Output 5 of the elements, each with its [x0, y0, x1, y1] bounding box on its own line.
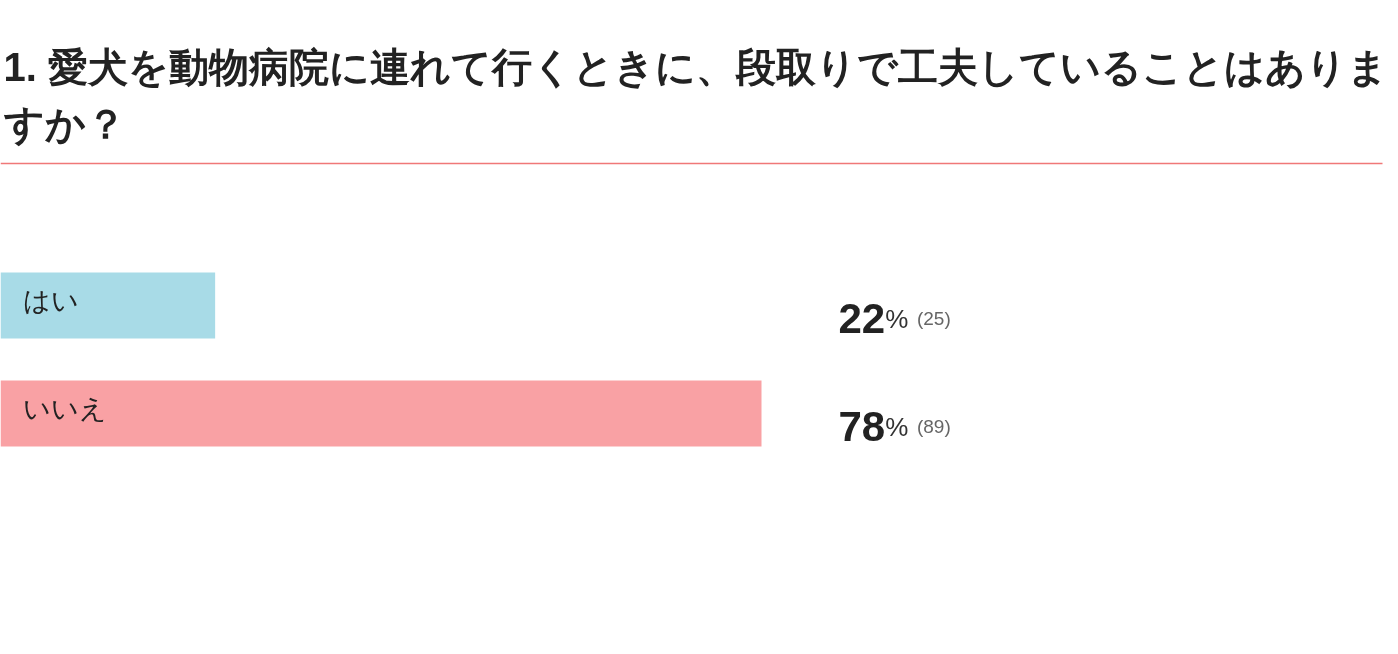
- chart-title: 1. 愛犬を動物病院に連れて行くときに、段取りで工夫していることはありますか？: [2, 44, 1388, 147]
- y-tick-label: はい: [22, 285, 79, 316]
- y-tick-label: いいえ: [22, 393, 107, 424]
- data-label: 78% (89): [838, 403, 951, 450]
- data-label: 22% (25): [838, 295, 951, 342]
